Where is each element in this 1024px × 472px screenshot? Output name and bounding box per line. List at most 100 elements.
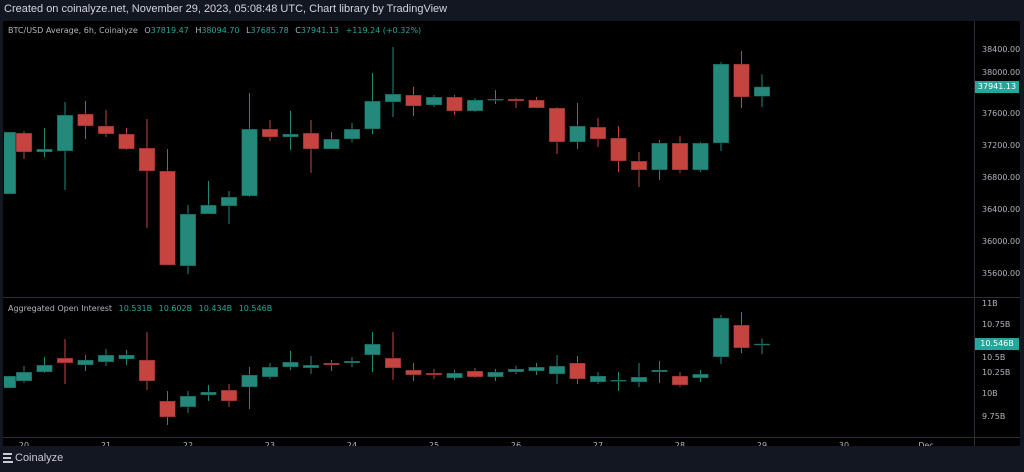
last-price-tag: 37941.13	[975, 81, 1019, 93]
oi-candle-body	[241, 374, 258, 388]
oi-candle	[56, 338, 74, 384]
oi-candle-body	[118, 354, 135, 360]
price-tick: 36000.00	[982, 237, 1021, 246]
oi-candle	[630, 362, 648, 388]
coinalyze-logo[interactable]: Coinalyze	[3, 452, 63, 464]
price-candles	[4, 47, 771, 274]
price-candle-body	[4, 131, 17, 195]
price-candle-body	[466, 99, 484, 112]
price-candle-body	[733, 63, 750, 98]
open-key: O	[144, 26, 151, 35]
price-candle-body	[138, 147, 156, 172]
oi-candle-body	[97, 354, 115, 363]
oi-candle	[753, 338, 771, 355]
price-candle	[630, 152, 648, 188]
brand-name: Coinalyze	[15, 452, 64, 464]
oi-candle	[364, 331, 381, 373]
oi-candle	[97, 349, 115, 367]
oi-candle	[343, 357, 361, 368]
oi-label: Aggregated Open Interest	[8, 304, 113, 313]
price-candle	[220, 191, 238, 224]
price-candle	[671, 136, 689, 174]
oi-candle-body	[692, 373, 709, 379]
price-candle	[179, 205, 197, 274]
oi-candle	[261, 362, 279, 380]
price-candle-body	[630, 160, 648, 171]
oi-candle-body	[610, 379, 627, 383]
price-candle-body	[651, 142, 668, 171]
price-tick: 38400.00	[982, 45, 1021, 54]
price-candle	[548, 107, 566, 154]
price-candle-body	[487, 98, 504, 102]
oi-candle	[528, 362, 545, 375]
change-value: +119.24 (+0.32%)	[345, 26, 422, 35]
oi-candle-body	[56, 357, 74, 364]
oi-candle	[405, 362, 422, 382]
price-candle	[15, 131, 33, 160]
price-candle	[4, 131, 17, 195]
oi-candle-body	[302, 364, 320, 369]
oi-candle	[4, 375, 17, 389]
oi-candle-body	[753, 343, 771, 346]
oi-candle-body	[384, 357, 402, 369]
oi-tick: 10.75B	[982, 320, 1011, 329]
price-candle-body	[261, 128, 279, 138]
oi-candle-body	[343, 360, 361, 364]
price-candle-body	[712, 63, 730, 144]
price-candle-body	[753, 86, 771, 97]
oi-candle	[220, 383, 238, 407]
price-candle-body	[671, 142, 689, 171]
time-label: Dec	[918, 441, 934, 446]
last-oi-tag: 10.546B	[975, 338, 1019, 350]
price-candle-body	[220, 196, 238, 207]
price-candle-body	[405, 94, 422, 107]
price-candle-body	[56, 114, 74, 152]
price-candle-body	[569, 125, 586, 143]
price-candle	[118, 128, 135, 150]
price-tick: 36400.00	[982, 205, 1021, 214]
time-label: 30	[838, 441, 850, 446]
oi-candle-body	[405, 369, 422, 376]
oi-candle	[282, 351, 299, 370]
time-label: 27	[592, 441, 604, 446]
price-candle	[733, 51, 750, 108]
oi-candle	[692, 369, 709, 383]
oi-candle	[200, 384, 217, 401]
price-candle	[56, 102, 74, 190]
oi-candle-body	[528, 366, 545, 372]
oi-candle-body	[138, 359, 156, 382]
time-label: 25	[428, 441, 440, 446]
oi-candle-body	[446, 372, 463, 379]
oi-candle-body	[507, 368, 525, 373]
price-candle-body	[425, 96, 443, 106]
oi-candle-body	[733, 324, 750, 349]
price-candle-body	[241, 128, 258, 197]
price-candle	[97, 110, 115, 138]
oi-high-value: 10.602B	[158, 304, 193, 313]
oi-candle	[589, 372, 607, 384]
price-tick: 36800.00	[982, 173, 1021, 182]
oi-legend: Aggregated Open Interest 10.531B 10.602B…	[8, 304, 272, 313]
oi-candle-body	[671, 375, 689, 386]
oi-candle	[733, 312, 750, 353]
oi-tick: 10B	[982, 389, 998, 398]
oi-candle	[241, 367, 258, 409]
open-interest-candles	[4, 312, 771, 426]
price-candle	[589, 118, 607, 148]
price-candle-body	[282, 133, 299, 138]
price-candle	[323, 132, 340, 150]
price-candle-body	[548, 107, 566, 143]
price-candle-body	[384, 93, 402, 103]
oi-candle	[118, 350, 135, 366]
price-candle	[446, 95, 463, 116]
price-candle-body	[528, 99, 545, 109]
price-candle	[425, 95, 443, 108]
coinalyze-logo-icon	[3, 453, 13, 463]
oi-candle	[138, 331, 156, 391]
symbol-label: BTC/USD Average, 6h, Coinalyze	[8, 26, 138, 35]
time-label: 23	[264, 441, 276, 446]
oi-candle	[15, 366, 33, 383]
oi-candle	[548, 354, 566, 384]
close-value: 37941.13	[300, 26, 340, 35]
